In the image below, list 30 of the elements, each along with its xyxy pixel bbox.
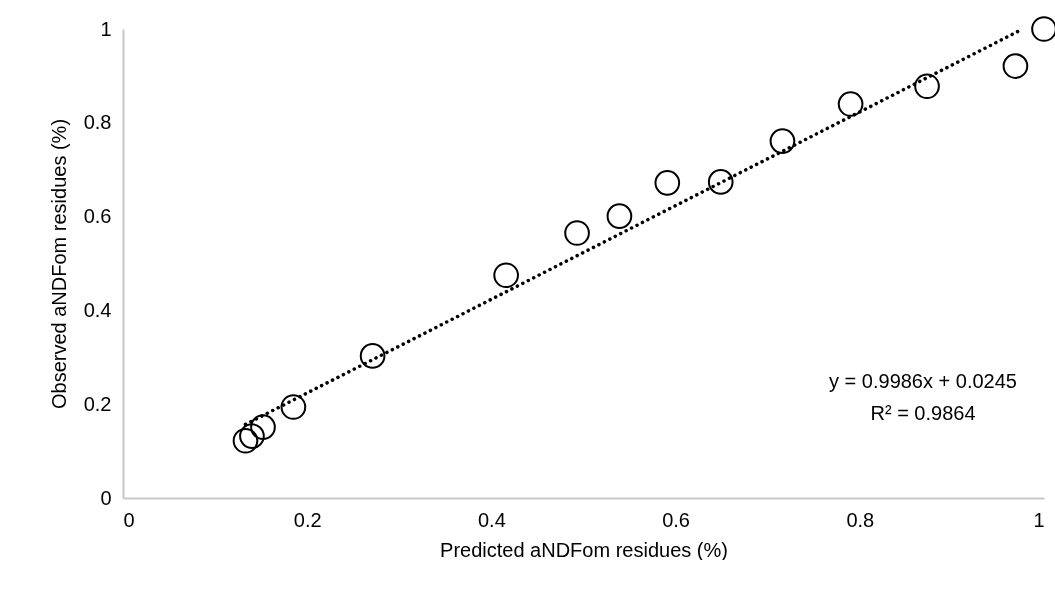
point	[914, 73, 940, 100]
x-tick-label: 0.2	[293, 508, 322, 531]
y-axis-title: Observed aNDFom residues (%)	[47, 118, 70, 410]
x-axis-title: Predicted aNDFom residues (%)	[440, 538, 728, 561]
point	[606, 203, 633, 229]
x-tick-label: 0.8	[846, 508, 875, 531]
x-tick-label: 0	[123, 508, 135, 531]
y-tick-label: 0	[100, 486, 112, 509]
point	[1002, 53, 1029, 79]
y-tick-label: 1	[100, 17, 112, 40]
point	[493, 262, 519, 289]
y-tick-label: 0.6	[83, 205, 112, 228]
point	[654, 170, 681, 196]
point	[280, 394, 307, 420]
x-tick-label: 0.4	[477, 508, 506, 531]
y-tick-label: 0.4	[83, 298, 112, 321]
y-tick-label: 0.2	[83, 392, 112, 415]
annotation: y = 0.9986x + 0.0245	[829, 370, 1017, 392]
point	[837, 91, 864, 117]
point	[250, 414, 276, 440]
y-tick-label: 0.8	[83, 111, 112, 134]
x-tick-label: 1	[1033, 508, 1045, 531]
annotation: R² = 0.9864	[870, 402, 976, 424]
x-tick-label: 0.6	[662, 508, 691, 531]
point	[769, 128, 796, 154]
point	[232, 427, 259, 454]
point	[564, 220, 590, 246]
point	[707, 169, 734, 195]
point	[359, 343, 386, 369]
point	[239, 423, 265, 449]
